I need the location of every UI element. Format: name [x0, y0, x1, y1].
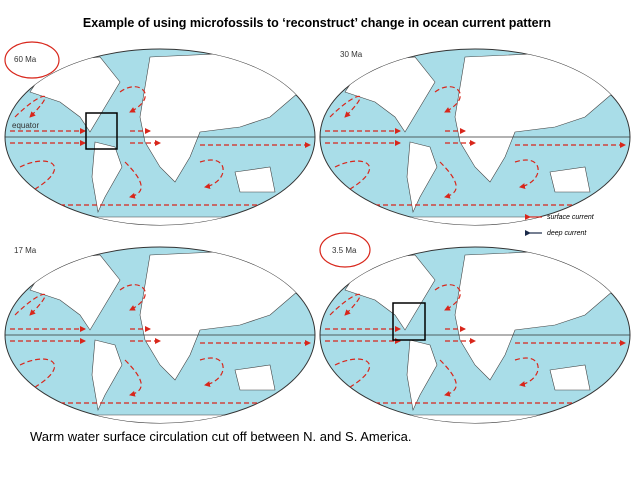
map-label: 17 Ma	[14, 246, 37, 255]
map-60	[5, 49, 315, 237]
caption: Warm water surface circulation cut off b…	[30, 429, 412, 444]
highlight-circle	[4, 41, 60, 79]
map-17	[5, 247, 315, 435]
legend-label: deep current	[547, 230, 587, 237]
map-3-5	[320, 247, 630, 435]
map-label: 30 Ma	[340, 50, 363, 59]
equator-label: equator	[12, 121, 39, 130]
map-30	[320, 49, 630, 237]
region-box	[85, 112, 118, 150]
title: Example of using microfossils to ‘recons…	[83, 16, 551, 30]
map-label: 60 Ma	[14, 55, 37, 64]
map-label: 3.5 Ma	[332, 246, 357, 255]
region-box	[392, 302, 426, 341]
highlight-circle	[319, 232, 371, 268]
legend-label: surface current	[547, 214, 595, 221]
